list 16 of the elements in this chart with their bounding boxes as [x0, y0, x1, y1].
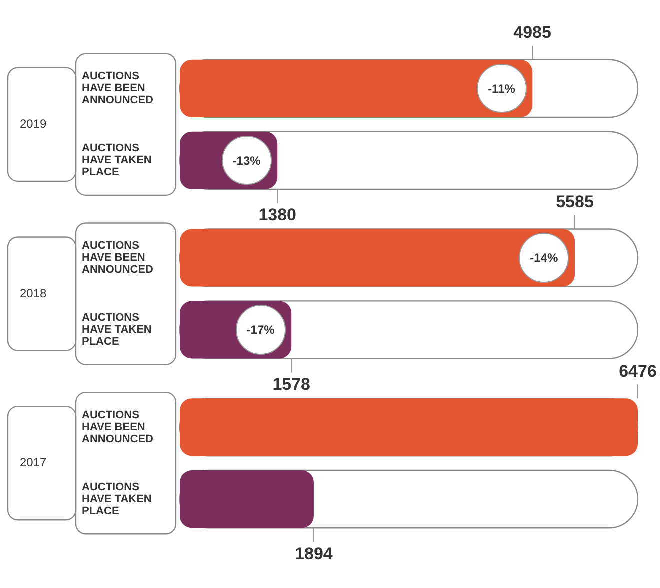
bar [180, 470, 314, 528]
data-label: 1380 [258, 206, 297, 225]
data-label: 4985 [514, 23, 552, 42]
y-tick-label: 2019 [20, 116, 48, 131]
data-label: 1894 [295, 544, 334, 564]
text: AUCTIONS HAVE BEEN ANNOUNCED [82, 409, 154, 446]
text: AUCTIONS HAVE TAKEN PLACE [82, 481, 152, 518]
text: AUCTIONS HAVE BEEN ANNOUNCED [82, 70, 154, 107]
data-label: 5585 [556, 192, 594, 212]
text: AUCTIONS HAVE TAKEN PLACE [82, 142, 152, 179]
data-label: 1578 [272, 374, 311, 394]
y-tick-label: 2018 [20, 286, 48, 300]
text: AUCTIONS HAVE BEEN ANNOUNCED [82, 240, 154, 276]
data-label: 6476 [619, 362, 657, 381]
y-tick-label: 2017 [20, 456, 48, 470]
text: AUCTIONS HAVE TAKEN PLACE [82, 312, 152, 348]
